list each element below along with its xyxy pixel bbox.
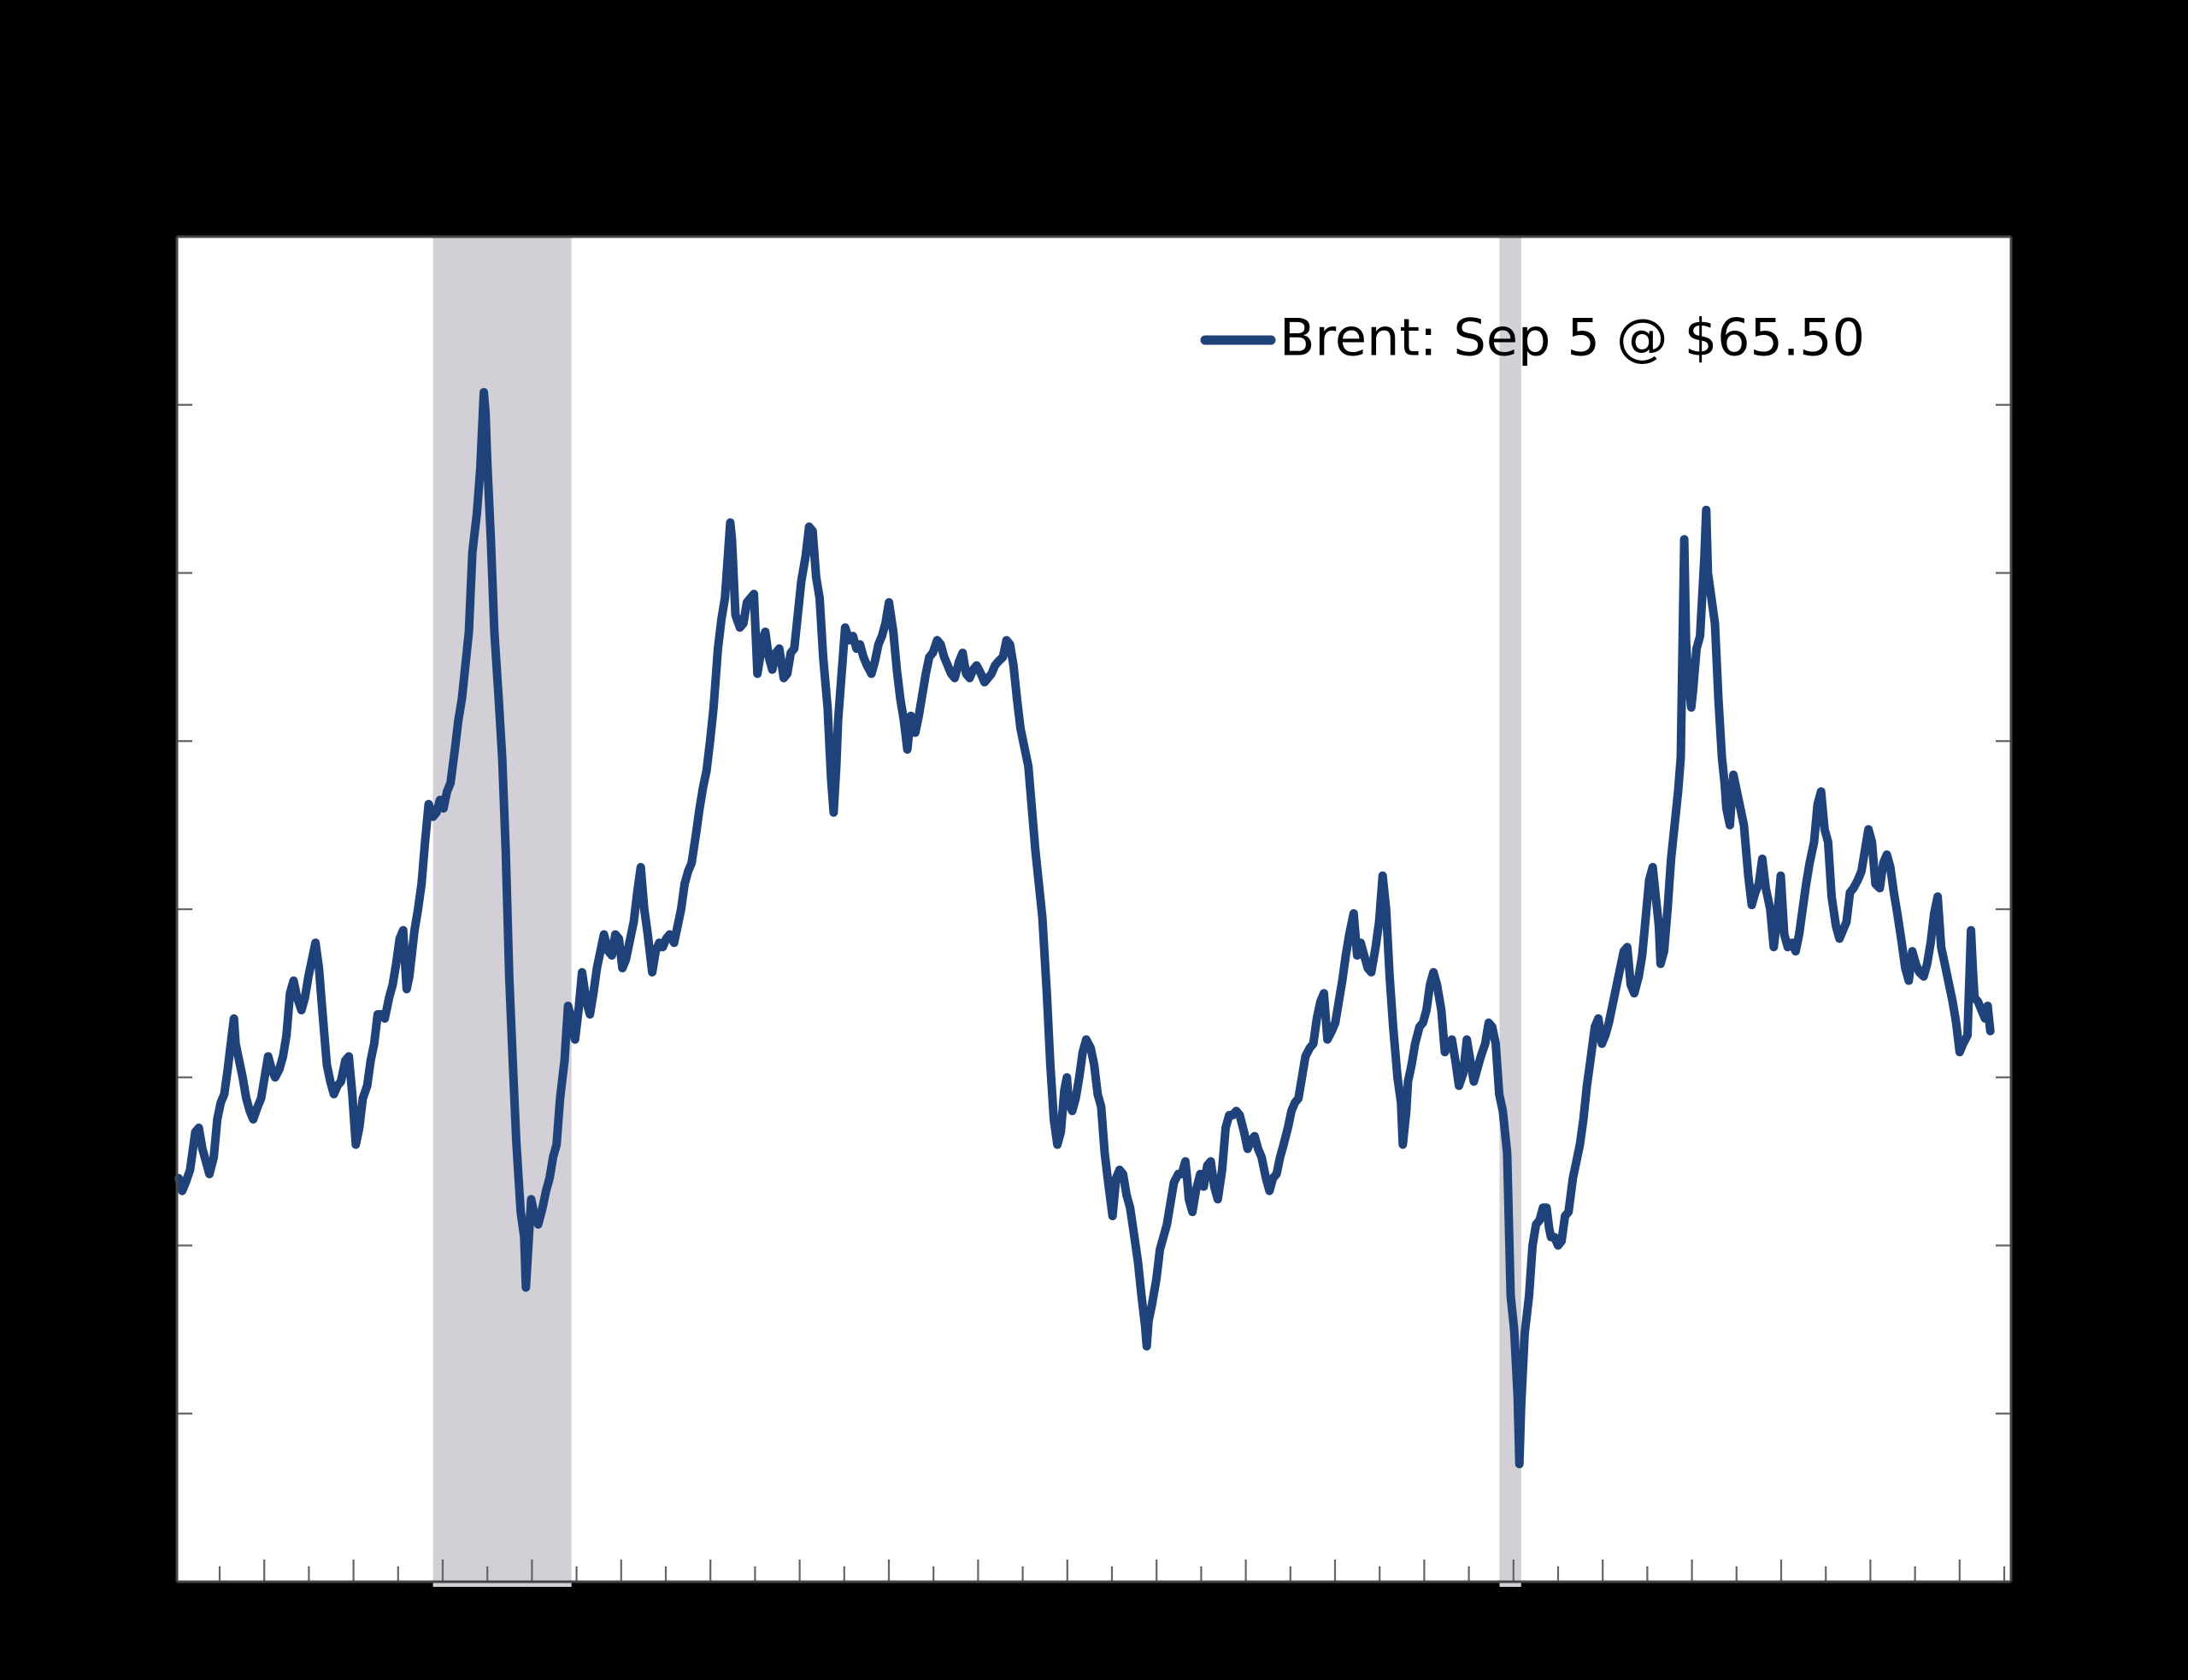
x-axis-ticks	[218, 1560, 2006, 1582]
axis-spines	[175, 235, 2013, 1583]
legend: Brent: Sep 5 @ $65.50	[1200, 308, 1865, 368]
brent-price-line	[174, 388, 1995, 1469]
legend-label: Brent: Sep 5 @ $65.50	[1279, 308, 1865, 368]
y-axis-ticks-right	[1996, 403, 2011, 1415]
recession-bands	[432, 237, 1521, 1587]
recession-band	[432, 237, 572, 1587]
y-axis-ticks-left	[177, 403, 192, 1415]
